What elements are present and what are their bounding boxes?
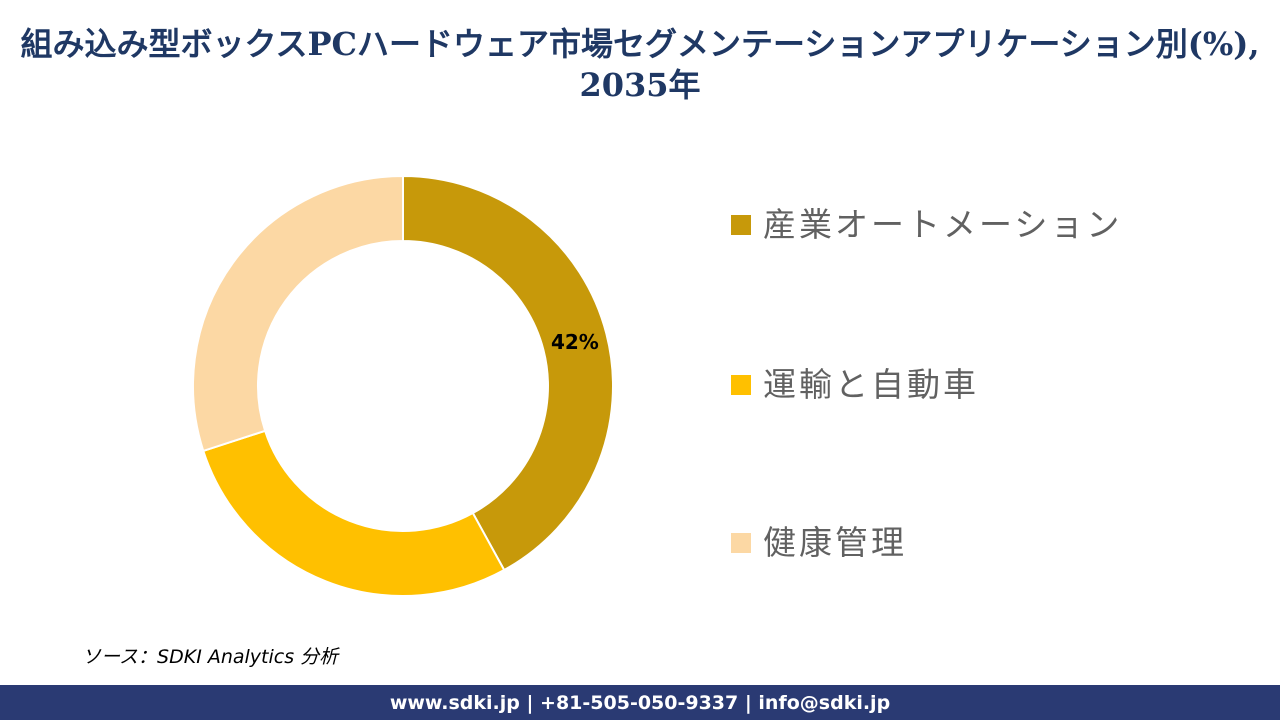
footer-contact-text: www.sdki.jp | +81-505-050-9337 | info@sd… — [389, 691, 891, 714]
legend-label: 運輸と自動車 — [763, 365, 979, 404]
chart-title-line1: 組み込み型ボックスPCハードウェア市場セグメンテーションアプリケーション別(%)… — [20, 25, 1260, 63]
legend-item-healthcare: 健康管理 — [731, 523, 907, 563]
legend-swatch-icon — [731, 375, 751, 395]
footer-bar: www.sdki.jp | +81-505-050-9337 | info@sd… — [0, 685, 1280, 720]
legend-swatch-icon — [731, 215, 751, 235]
chart-title-line2: 2035年 — [579, 66, 701, 104]
donut-segment-0 — [402, 174, 614, 572]
chart-title: 組み込み型ボックスPCハードウェア市場セグメンテーションアプリケーション別(%)… — [10, 24, 1270, 106]
source-note: ソース：SDKI Analytics 分析 — [82, 646, 339, 668]
legend-swatch-icon — [731, 533, 751, 553]
legend-item-industrial-automation: 産業オートメーション — [731, 205, 1122, 245]
donut-segment-2 — [192, 174, 404, 453]
legend-label: 健康管理 — [763, 523, 907, 562]
donut-segment-1 — [202, 429, 506, 597]
donut-chart: 42% — [192, 174, 614, 597]
donut-svg: 42% — [192, 174, 614, 597]
donut-data-label-0: 42% — [551, 330, 599, 354]
legend-label: 産業オートメーション — [763, 205, 1123, 244]
legend-item-transport-automotive: 運輸と自動車 — [731, 365, 979, 405]
